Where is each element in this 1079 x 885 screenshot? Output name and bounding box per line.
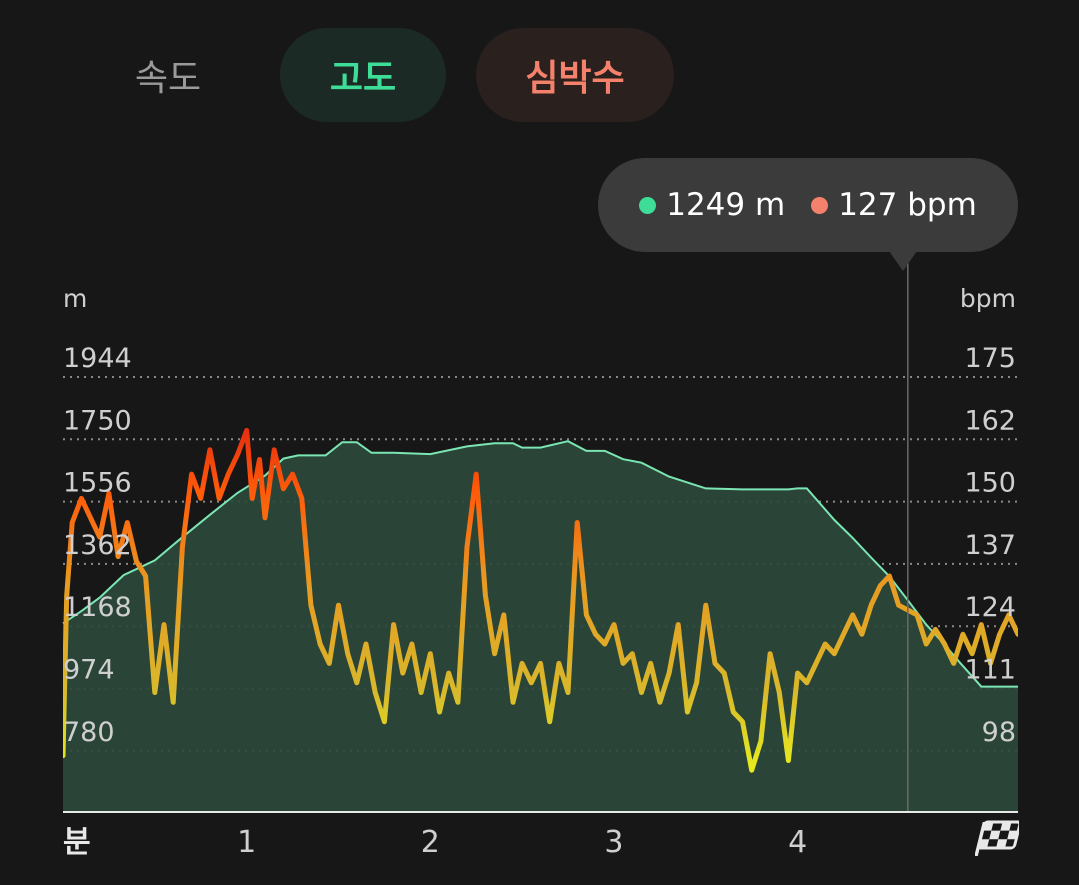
tooltip-heart-rate-value: 127 bpm xyxy=(838,187,977,223)
y-left-tick-label: 1168 xyxy=(63,592,132,623)
x-axis-unit: 분 xyxy=(63,825,91,860)
y-right-tick-label: 162 xyxy=(964,405,1016,436)
altitude-series xyxy=(62,440,1018,812)
y-right-tick-label: 137 xyxy=(964,530,1016,561)
value-tooltip: 1249 m 127 bpm xyxy=(598,158,1018,252)
altitude-line xyxy=(62,440,1018,688)
y-left-tick-label: 1944 xyxy=(63,343,132,374)
y-right-tick-label: 98 xyxy=(982,717,1016,748)
altitude-dot-icon xyxy=(639,196,657,214)
tab-heart-rate[interactable]: 심박수 xyxy=(476,28,674,122)
y-left-tick-label: 1556 xyxy=(63,468,132,499)
y-left-tick-label: 1362 xyxy=(63,530,132,561)
y-right-tick-label: 111 xyxy=(964,655,1016,686)
heart-rate-line xyxy=(63,427,1018,773)
x-tick-label: 2 xyxy=(421,825,440,860)
tooltip-heart-rate: 127 bpm xyxy=(811,187,977,223)
x-tick-label: 1 xyxy=(237,825,256,860)
x-tick-label: 3 xyxy=(604,825,623,860)
tooltip-altitude-value: 1249 m xyxy=(666,187,786,223)
tooltip-altitude: 1249 m xyxy=(639,187,785,223)
y-left-tick-label: 974 xyxy=(63,655,115,686)
y-right-tick-label: 124 xyxy=(964,592,1016,623)
tab-altitude[interactable]: 고도 xyxy=(280,28,446,122)
y-left-tick-label: 780 xyxy=(63,717,115,748)
checkered-flag-icon xyxy=(975,820,1019,856)
altitude-area xyxy=(63,441,1018,812)
y-right-tick-label: 150 xyxy=(964,468,1016,499)
y-left-tick-label: 1750 xyxy=(63,405,132,436)
left-axis-unit: m xyxy=(63,284,87,313)
x-tick-label: 4 xyxy=(788,825,807,860)
heart-rate-series xyxy=(63,427,1018,773)
tooltip-pointer xyxy=(889,251,917,271)
tab-speed[interactable]: 속도 xyxy=(134,58,202,99)
y-right-tick-label: 175 xyxy=(964,343,1016,374)
heart-rate-dot-icon xyxy=(811,196,829,214)
right-axis-unit: bpm xyxy=(960,284,1016,313)
metric-tabs: 속도 고도 심박수 xyxy=(0,0,1079,150)
